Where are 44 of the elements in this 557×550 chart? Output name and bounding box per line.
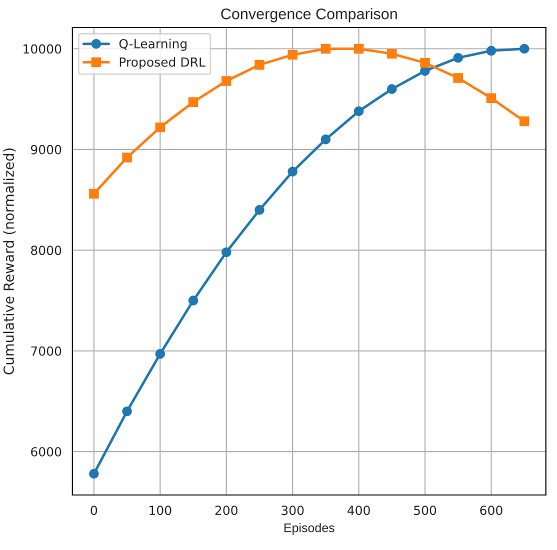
x-tick-label: 100 xyxy=(150,506,172,516)
point xyxy=(519,44,530,54)
point xyxy=(288,166,298,176)
y-tick-label: 10000 xyxy=(24,44,62,54)
point xyxy=(254,60,264,70)
point xyxy=(486,93,496,103)
legend-label: Proposed DRL xyxy=(120,57,206,70)
point xyxy=(89,188,99,199)
x-tick-label: 300 xyxy=(282,506,304,516)
x-tick-label: 600 xyxy=(480,506,502,516)
point xyxy=(320,44,331,54)
point xyxy=(188,296,198,306)
point xyxy=(122,406,132,416)
point xyxy=(122,152,132,162)
point xyxy=(222,247,232,258)
point xyxy=(354,44,364,54)
point xyxy=(387,48,397,59)
point xyxy=(155,122,166,132)
point xyxy=(354,106,364,116)
y-tick-label: 8000 xyxy=(31,246,62,256)
point xyxy=(254,205,264,215)
point xyxy=(288,50,298,60)
point xyxy=(89,468,99,479)
point xyxy=(188,97,198,107)
x-tick-label: 500 xyxy=(414,506,436,516)
y-tick-label: 6000 xyxy=(31,447,62,457)
chart-title: Convergence Comparison xyxy=(221,8,397,22)
x-tick-label: 200 xyxy=(215,506,238,516)
x-axis-title: Episodes xyxy=(284,523,334,535)
x-tick-label: 400 xyxy=(347,506,370,516)
point xyxy=(222,76,232,86)
point xyxy=(387,84,397,94)
x-tick-label: 0 xyxy=(90,506,98,516)
legend-label: Q-Learning xyxy=(119,38,186,51)
point xyxy=(453,52,463,63)
point xyxy=(519,116,530,126)
y-tick-label: 7000 xyxy=(31,346,62,356)
point xyxy=(320,134,331,144)
point xyxy=(420,58,430,68)
y-axis-title: Cumulative Reward (normalized) xyxy=(3,148,16,374)
point xyxy=(155,349,166,359)
point xyxy=(486,46,496,56)
point xyxy=(453,73,463,83)
y-tick-label: 9000 xyxy=(30,144,62,154)
